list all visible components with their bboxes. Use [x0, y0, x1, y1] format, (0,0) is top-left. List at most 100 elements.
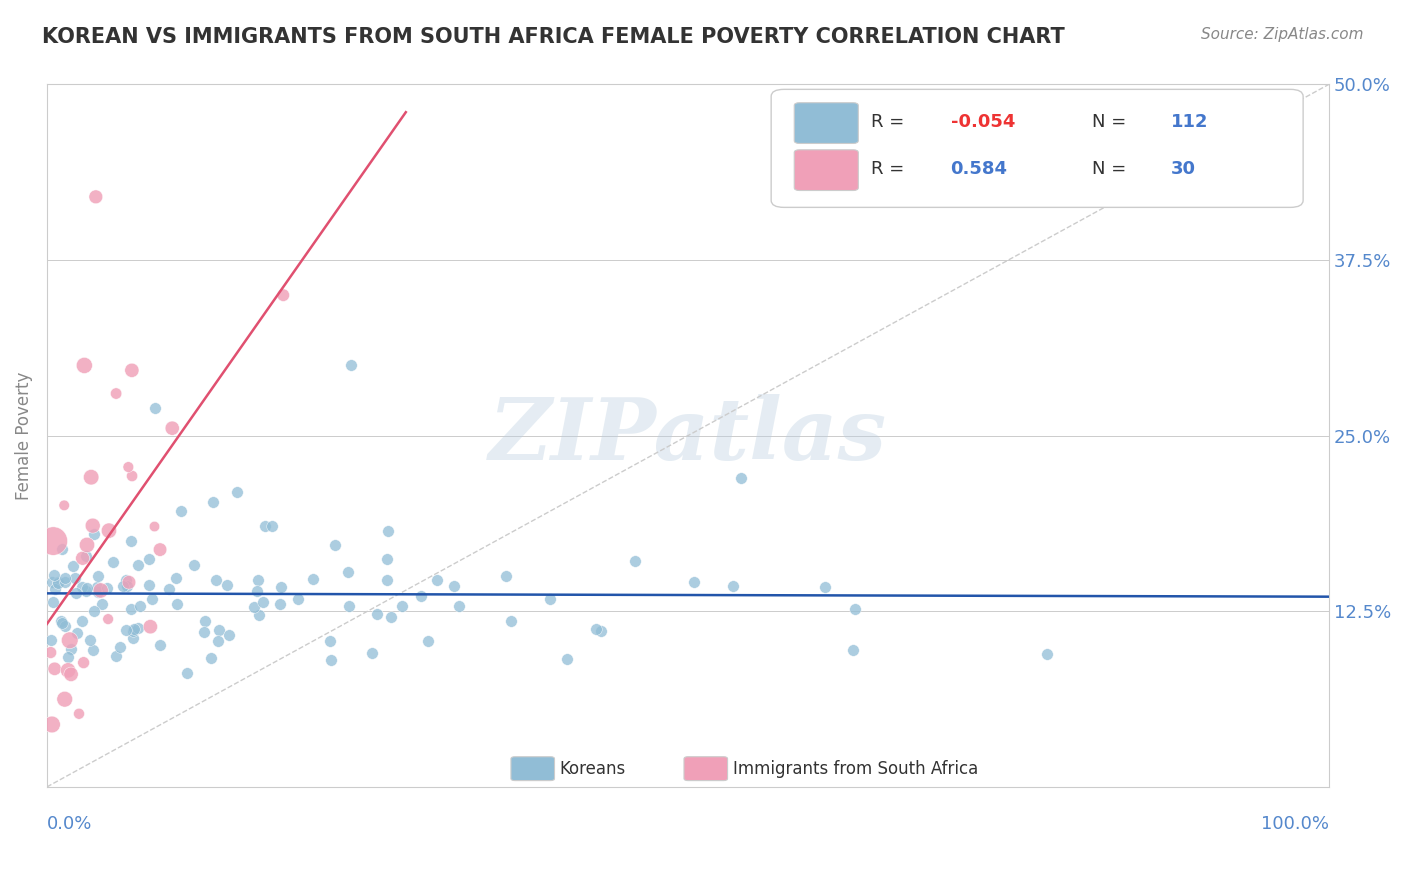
Point	[72, 551, 94, 566]
Point	[59, 633, 82, 648]
Point	[165, 571, 187, 585]
FancyBboxPatch shape	[770, 89, 1303, 207]
Point	[200, 651, 222, 665]
Point	[44, 662, 66, 676]
Point	[287, 591, 309, 606]
Point	[495, 569, 517, 583]
Point	[87, 569, 110, 583]
Text: 30: 30	[1171, 160, 1197, 178]
Point	[97, 612, 120, 626]
Point	[589, 624, 612, 638]
Point	[121, 624, 143, 638]
Point	[683, 575, 706, 590]
Point	[1036, 647, 1059, 661]
FancyBboxPatch shape	[794, 103, 858, 144]
Point	[51, 616, 73, 631]
Point	[205, 573, 228, 587]
Point	[75, 583, 97, 598]
Point	[499, 614, 522, 628]
Text: Immigrants from South Africa: Immigrants from South Africa	[733, 760, 979, 778]
Point	[96, 581, 118, 595]
Point	[337, 565, 360, 579]
Point	[730, 471, 752, 485]
Point	[226, 485, 249, 500]
Point	[139, 620, 162, 634]
Text: -0.054: -0.054	[950, 112, 1015, 130]
Text: R =: R =	[872, 160, 910, 178]
Point	[254, 519, 277, 533]
Point	[409, 589, 432, 603]
Point	[217, 578, 239, 592]
Point	[243, 600, 266, 615]
Point	[418, 634, 440, 648]
Point	[39, 633, 62, 648]
Point	[555, 651, 578, 665]
Point	[76, 582, 98, 596]
Point	[53, 692, 76, 706]
Point	[44, 567, 66, 582]
Point	[271, 288, 294, 302]
Point	[65, 571, 87, 585]
Point	[41, 574, 63, 589]
Point	[319, 633, 342, 648]
Point	[46, 576, 69, 591]
Text: 0.584: 0.584	[950, 160, 1008, 178]
Point	[121, 469, 143, 483]
FancyBboxPatch shape	[683, 756, 727, 780]
Point	[70, 614, 93, 628]
Text: 112: 112	[1171, 112, 1209, 130]
Point	[117, 460, 139, 475]
Point	[62, 558, 84, 573]
Point	[218, 628, 240, 642]
Point	[157, 582, 180, 596]
Point	[183, 558, 205, 573]
Point	[79, 633, 101, 648]
Point	[262, 518, 284, 533]
Point	[377, 524, 399, 538]
Point	[194, 614, 217, 628]
Point	[380, 610, 402, 624]
Point	[82, 518, 104, 533]
Point	[842, 643, 865, 657]
Point	[449, 599, 471, 614]
Point	[361, 646, 384, 660]
Point	[97, 524, 120, 538]
Point	[170, 504, 193, 518]
Point	[70, 580, 93, 594]
Point	[176, 666, 198, 681]
Point	[207, 624, 229, 638]
Point	[41, 717, 63, 731]
Point	[115, 578, 138, 592]
Point	[141, 592, 163, 607]
Point	[115, 573, 138, 587]
Point	[269, 597, 291, 611]
Point	[375, 573, 398, 587]
Point	[270, 580, 292, 594]
Point	[108, 640, 131, 655]
Point	[111, 579, 134, 593]
Point	[84, 190, 107, 204]
Point	[44, 582, 66, 597]
Point	[138, 551, 160, 566]
Point	[83, 526, 105, 541]
Text: 100.0%: 100.0%	[1261, 815, 1329, 833]
Point	[143, 519, 166, 533]
Point	[844, 602, 866, 616]
Point	[91, 597, 114, 611]
Point	[193, 624, 215, 639]
Text: Source: ZipAtlas.com: Source: ZipAtlas.com	[1201, 27, 1364, 42]
Point	[202, 494, 225, 508]
Point	[721, 579, 744, 593]
Point	[814, 581, 837, 595]
Point	[246, 573, 269, 587]
Point	[75, 549, 97, 564]
Point	[143, 401, 166, 415]
Point	[585, 622, 607, 636]
Point	[138, 577, 160, 591]
Point	[247, 608, 270, 623]
Text: KOREAN VS IMMIGRANTS FROM SOUTH AFRICA FEMALE POVERTY CORRELATION CHART: KOREAN VS IMMIGRANTS FROM SOUTH AFRICA F…	[42, 27, 1064, 46]
Point	[375, 551, 398, 566]
Point	[149, 639, 172, 653]
FancyBboxPatch shape	[510, 756, 554, 780]
Point	[120, 533, 142, 548]
